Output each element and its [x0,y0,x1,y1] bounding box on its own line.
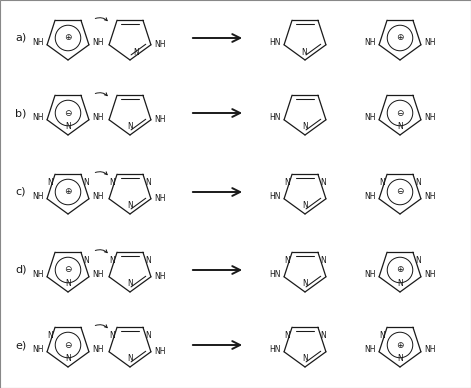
Text: NH: NH [154,272,165,281]
Text: N: N [109,178,115,187]
Text: N: N [415,178,421,187]
Text: N: N [109,331,115,340]
Text: ⊖: ⊖ [64,341,72,350]
Text: N: N [379,178,385,187]
Text: N: N [415,256,421,265]
Text: N: N [127,279,133,288]
Text: N: N [320,178,325,187]
Text: N: N [302,122,308,131]
Text: ⊖: ⊖ [396,109,404,118]
Text: N: N [65,354,71,363]
Text: N: N [301,48,307,57]
Text: N: N [127,122,133,131]
Text: b): b) [15,108,26,118]
Text: HN: HN [269,192,281,201]
Text: NH: NH [32,38,44,47]
Text: N: N [127,354,133,363]
Text: N: N [83,256,89,265]
Text: N: N [302,201,308,210]
Text: c): c) [15,187,25,197]
Text: N: N [320,256,325,265]
Text: HN: HN [269,345,281,354]
Text: ⊖: ⊖ [64,265,72,274]
Text: NH: NH [365,270,376,279]
Text: ⊕: ⊕ [396,341,404,350]
Text: NH: NH [424,270,435,279]
Text: NH: NH [154,115,165,124]
Text: N: N [145,256,151,265]
Text: N: N [145,331,151,340]
Text: NH: NH [365,192,376,201]
Text: NH: NH [32,345,44,354]
Text: ⊕: ⊕ [64,187,72,196]
Text: NH: NH [365,345,376,354]
Text: N: N [133,48,139,57]
Text: N: N [284,331,290,340]
Text: NH: NH [92,345,104,354]
Text: HN: HN [269,113,281,122]
Text: HN: HN [269,270,281,279]
Text: NH: NH [424,38,435,47]
Text: NH: NH [424,192,435,201]
Text: NH: NH [154,347,165,356]
Text: HN: HN [269,38,281,47]
Text: a): a) [15,33,26,43]
Text: ⊖: ⊖ [396,187,404,196]
Text: N: N [397,279,403,288]
Text: N: N [397,122,403,131]
Text: ⊖: ⊖ [64,109,72,118]
Text: NH: NH [92,113,104,122]
Text: NH: NH [32,270,44,279]
Text: NH: NH [154,194,165,203]
Text: NH: NH [424,345,435,354]
Text: N: N [284,178,290,187]
Text: NH: NH [32,113,44,122]
Text: N: N [320,331,325,340]
Text: N: N [47,331,53,340]
Text: NH: NH [154,40,165,49]
Text: ⊕: ⊕ [396,265,404,274]
Text: ⊕: ⊕ [396,33,404,43]
Text: N: N [109,256,115,265]
Text: d): d) [15,265,26,275]
Text: NH: NH [92,38,104,47]
Text: NH: NH [365,38,376,47]
Text: N: N [145,178,151,187]
Text: NH: NH [32,192,44,201]
Text: N: N [284,256,290,265]
Text: N: N [302,279,308,288]
Text: N: N [65,279,71,288]
Text: N: N [302,354,308,363]
Text: ⊕: ⊕ [64,33,72,43]
Text: NH: NH [424,113,435,122]
Text: e): e) [15,340,26,350]
Text: NH: NH [365,113,376,122]
Text: N: N [379,331,385,340]
Text: N: N [65,122,71,131]
Text: N: N [397,354,403,363]
Text: N: N [127,201,133,210]
Text: N: N [83,178,89,187]
Text: N: N [47,178,53,187]
Text: NH: NH [92,192,104,201]
Text: NH: NH [92,270,104,279]
